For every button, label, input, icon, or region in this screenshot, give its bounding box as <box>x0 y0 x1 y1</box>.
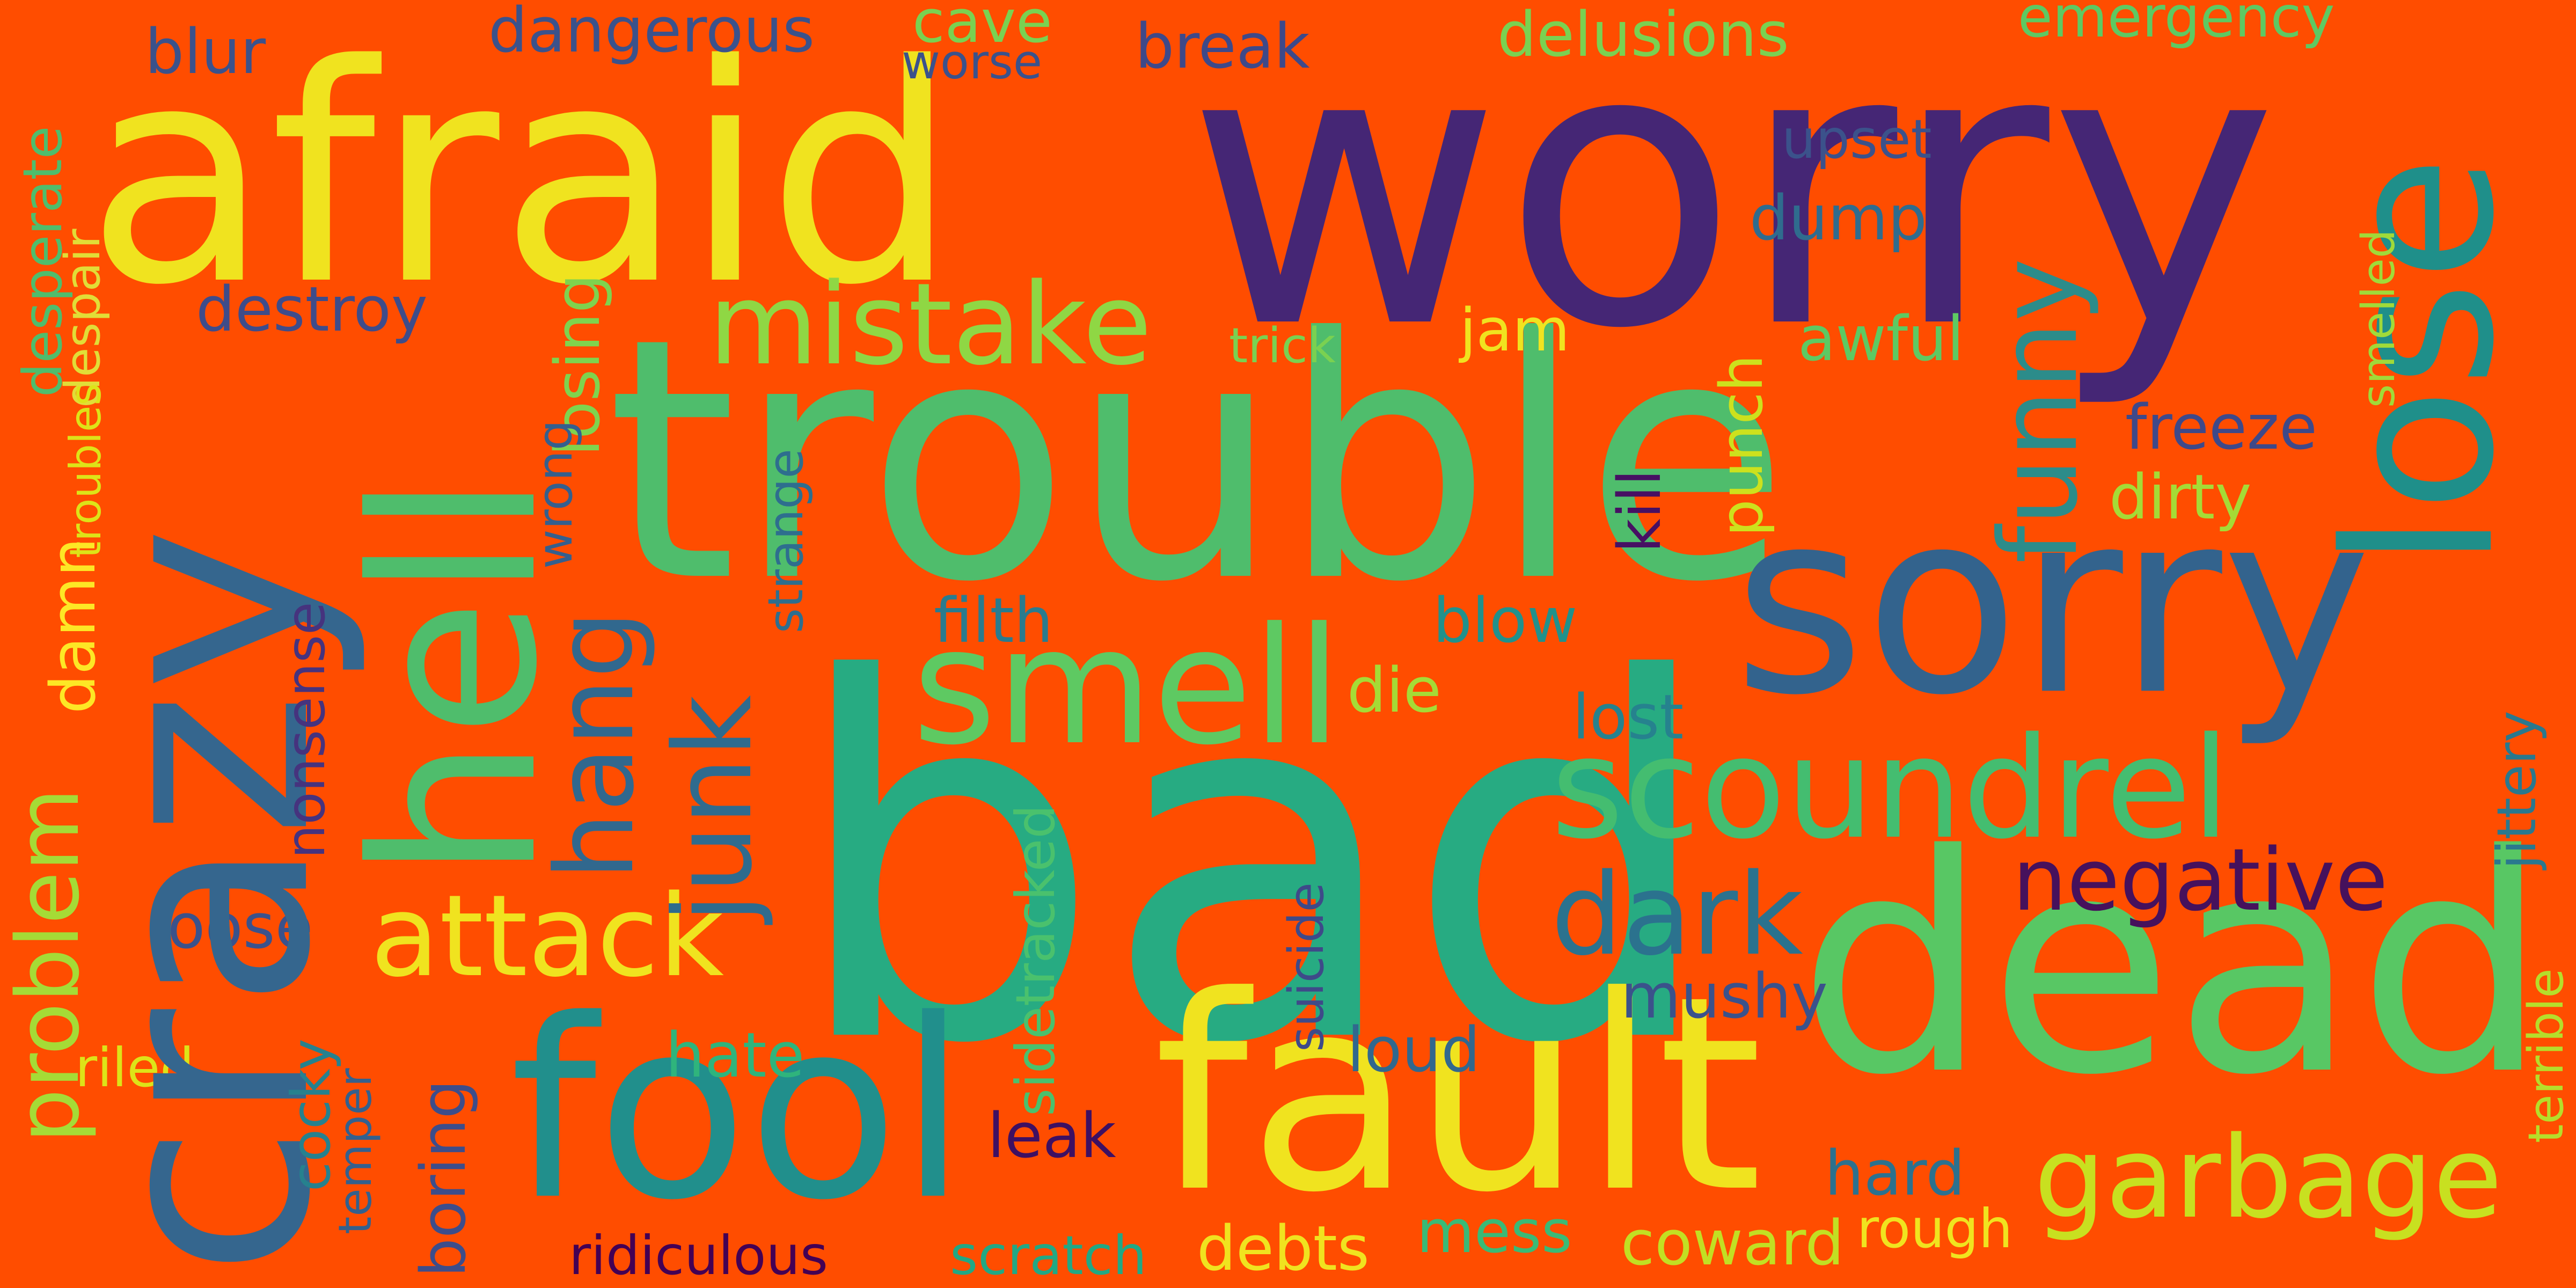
word-dark: dark <box>1551 849 1803 980</box>
word-afraid: afraid <box>86 1 958 351</box>
word-ridiculous: ridiculous <box>569 1224 828 1287</box>
word-junk: junk <box>651 695 776 923</box>
word-dirty: dirty <box>2109 462 2252 533</box>
word-filth: filth <box>934 585 1053 657</box>
word-temper: temper <box>329 1068 382 1234</box>
word-loose: loose <box>150 891 313 963</box>
word-lose: lose <box>2301 156 2539 569</box>
word-worry: worry <box>1186 0 2278 413</box>
word-jam: jam <box>1460 296 1570 364</box>
word-worse: worse <box>902 34 1042 90</box>
word-punch: punch <box>1707 354 1776 537</box>
word-trick: trick <box>1229 318 1336 374</box>
word-rough: rough <box>1857 1197 2013 1260</box>
word-dead: dead <box>1798 791 2549 1141</box>
word-dangerous: dangerous <box>488 0 815 67</box>
word-mistake: mistake <box>708 259 1152 390</box>
word-jittery: jittery <box>2485 711 2548 869</box>
word-cave: cave <box>912 0 1052 56</box>
word-delusions: delusions <box>1497 0 1789 71</box>
word-mushy: mushy <box>1621 961 1828 1033</box>
word-smell: smell <box>912 593 1342 780</box>
word-loud: loud <box>1347 1014 1481 1086</box>
word-break: break <box>1135 11 1310 83</box>
word-funny: funny <box>1977 258 2102 564</box>
word-smelled: smelled <box>2352 229 2405 408</box>
word-debts: debts <box>1197 1213 1370 1285</box>
word-destroy: destroy <box>196 274 428 346</box>
word-sorry: sorry <box>1733 457 2372 750</box>
word-die: die <box>1347 655 1441 727</box>
word-attack: attack <box>370 870 724 1002</box>
word-fool: fool <box>510 967 968 1254</box>
word-damn: damn <box>38 537 109 714</box>
word-kill: kill <box>1605 469 1674 553</box>
word-blur: blur <box>145 16 266 88</box>
word-bad: bad <box>789 576 1718 1151</box>
word-despair: despair <box>55 229 111 408</box>
word-sidetracked: sidetracked <box>1004 804 1067 1116</box>
word-upset: upset <box>1782 108 1932 171</box>
word-negative: negative <box>2012 830 2388 930</box>
word-fault: fault <box>1154 939 1763 1251</box>
word-riled: riled <box>75 1036 194 1099</box>
word-awful: awful <box>1798 303 1964 375</box>
word-scoundrel: scoundrel <box>1551 708 2230 870</box>
word-wrong: wrong <box>527 420 583 569</box>
word-hang: hang <box>533 610 658 880</box>
word-hard: hard <box>1825 1138 1965 1210</box>
word-blow: blow <box>1433 585 1578 657</box>
word-hate: hate <box>665 1020 805 1092</box>
word-coward: coward <box>1621 1208 1845 1279</box>
word-suicide: suicide <box>1278 882 1335 1052</box>
word-freeze: freeze <box>2125 392 2317 464</box>
word-troubles: troubles <box>61 383 111 558</box>
word-boring: boring <box>408 1079 480 1277</box>
word-strange: strange <box>758 449 814 633</box>
word-leak: leak <box>987 1100 1116 1172</box>
word-problem: problem <box>0 787 98 1143</box>
word-dump: dump <box>1750 182 1927 254</box>
word-nonsense: nonsense <box>274 602 337 859</box>
word-emergency: emergency <box>2018 0 2335 50</box>
word-scratch: scratch <box>950 1224 1147 1287</box>
word-terrible: terrible <box>2518 968 2574 1143</box>
word-lost: lost <box>1572 682 1684 753</box>
word-garbage: garbage <box>2034 1112 2502 1243</box>
word-trouble: trouble <box>606 268 1789 655</box>
word-mess: mess <box>1417 1197 1572 1266</box>
